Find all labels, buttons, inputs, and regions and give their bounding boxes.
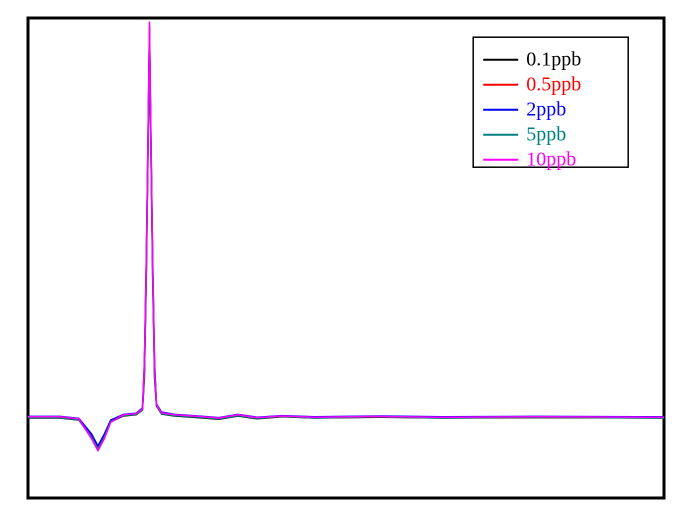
legend-label: 5ppb [526,124,566,146]
chromatogram-chart: 0.1ppb 0.5ppb 2ppb 5ppb 10ppb [0,0,686,524]
legend-label: 0.1ppb [526,49,581,71]
legend-label: 10ppb [526,149,576,171]
legend: 0.1ppb 0.5ppb 2ppb 5ppb 10ppb [473,37,628,171]
chart-container: 0.1ppb 0.5ppb 2ppb 5ppb 10ppb [0,0,686,524]
legend-label: 2ppb [526,99,566,121]
legend-label: 0.5ppb [526,74,581,96]
